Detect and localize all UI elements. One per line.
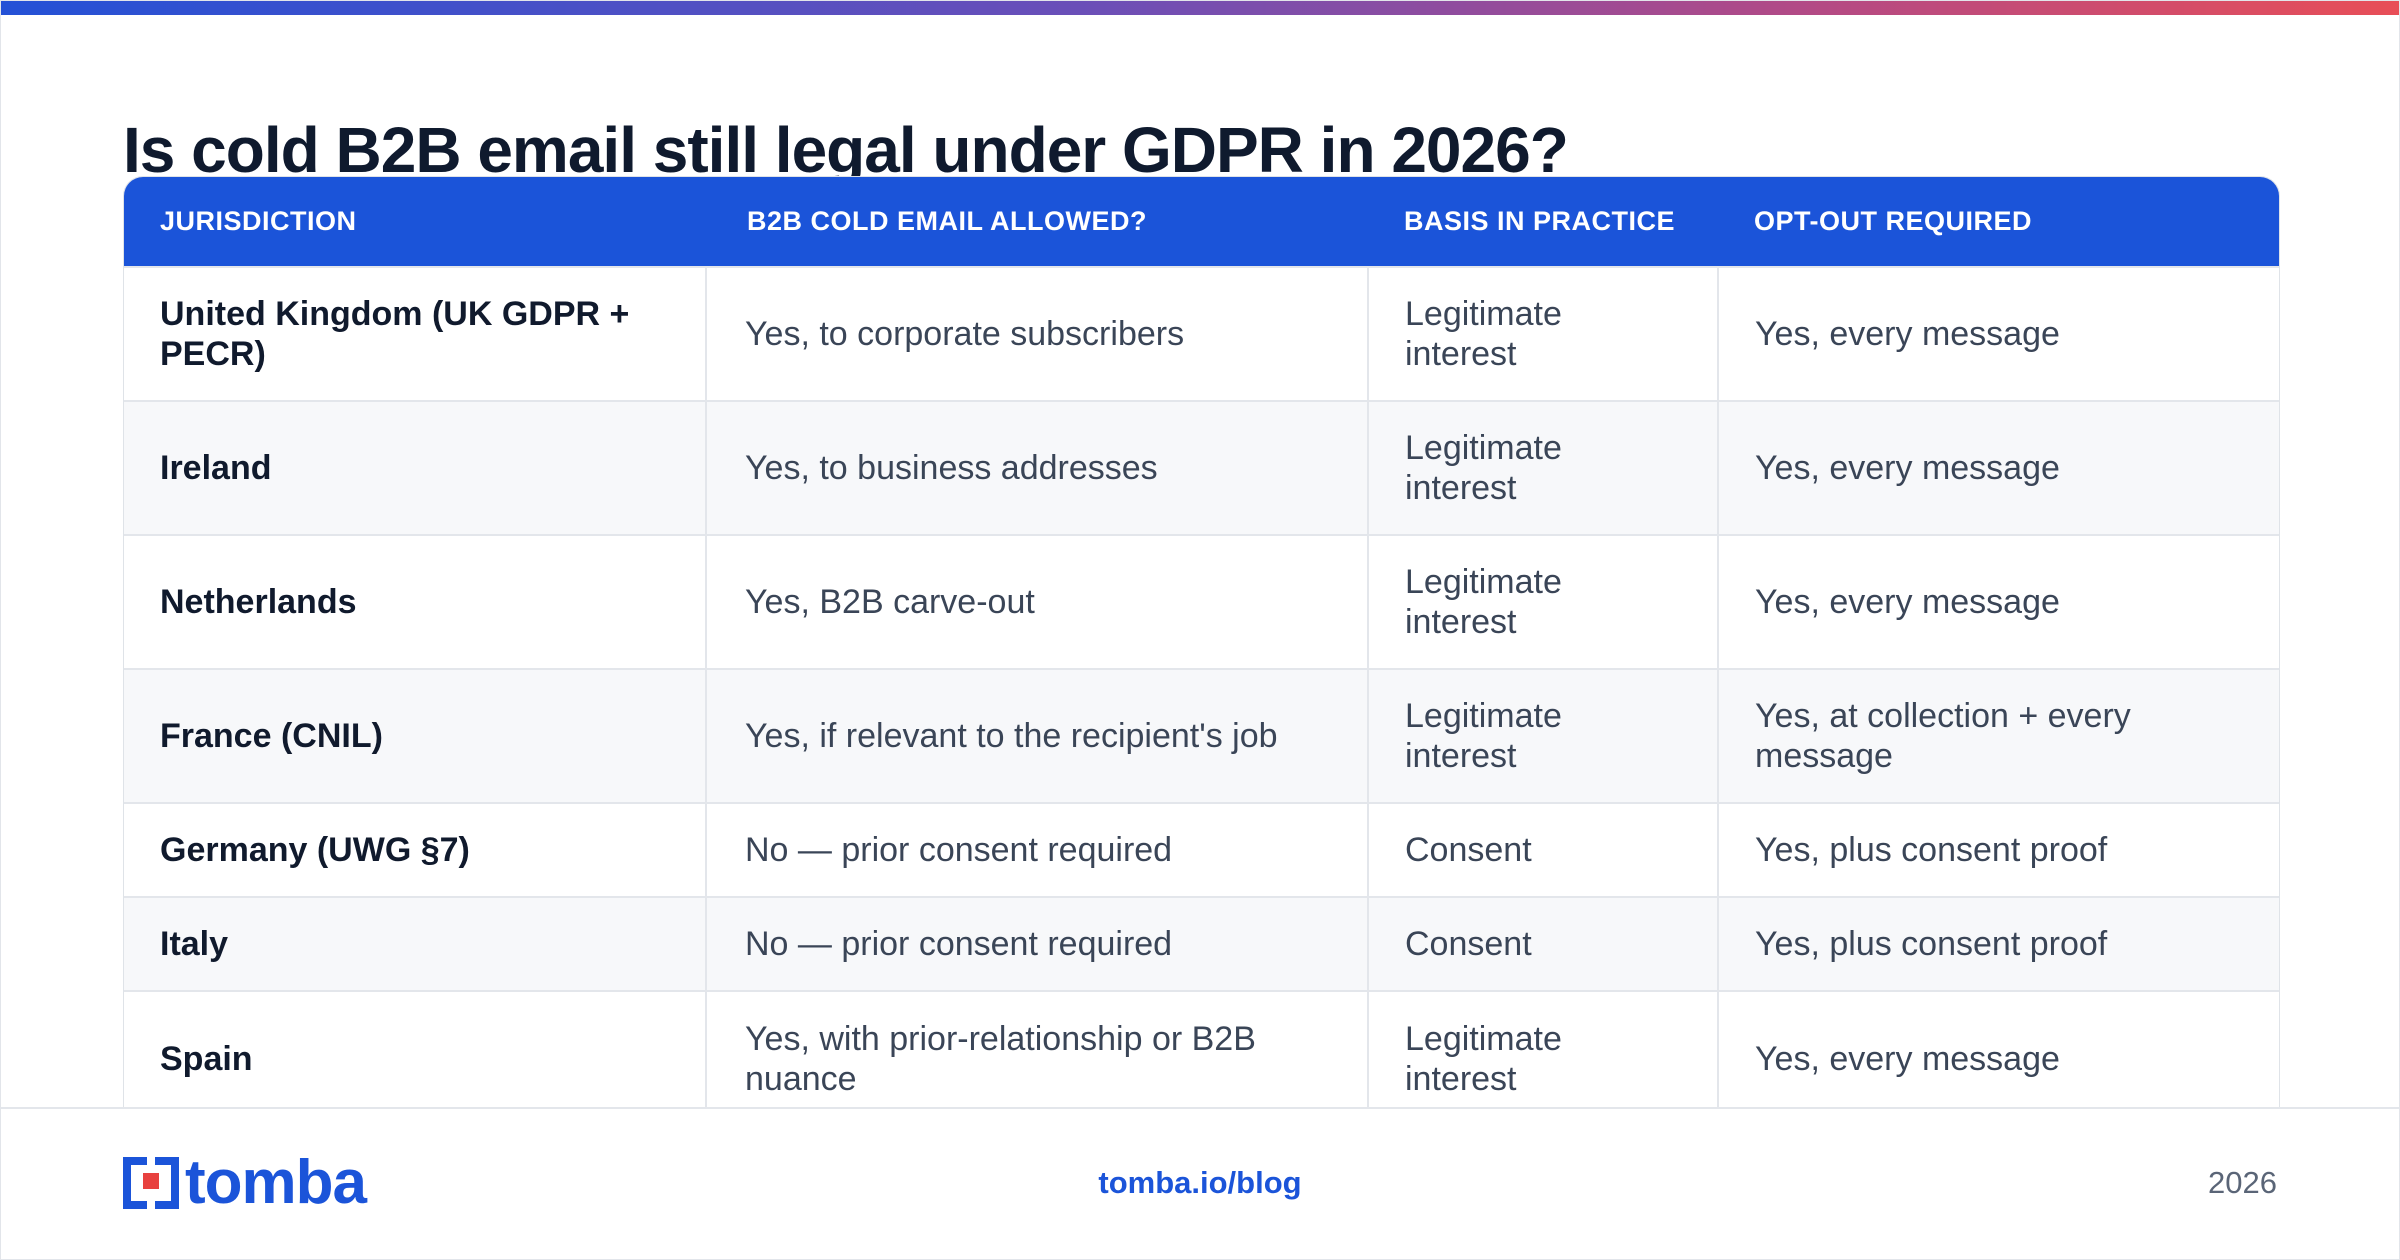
- jurisdiction-cell: Netherlands: [124, 534, 706, 669]
- opt-out-cell: Yes, plus consent proof: [1717, 896, 2279, 991]
- opt-out-cell: Yes, plus consent proof: [1717, 802, 2279, 897]
- table-row: Italy No — prior consent required Consen…: [124, 896, 2279, 991]
- basis-cell: Consent: [1367, 896, 1718, 991]
- jurisdiction-table: JURISDICTION B2B COLD EMAIL ALLOWED? BAS…: [123, 176, 2280, 1128]
- opt-out-cell: Yes, at collection + every message: [1717, 668, 2279, 803]
- table-row: Germany (UWG §7) No — prior consent requ…: [124, 802, 2279, 897]
- opt-out-cell: Yes, every message: [1717, 990, 2279, 1125]
- basis-cell: Legitimate interest: [1367, 266, 1718, 401]
- tomba-logo-icon: [123, 1157, 179, 1209]
- opt-out-cell: Yes, every message: [1717, 534, 2279, 669]
- allowed-cell: Yes, to corporate subscribers: [705, 266, 1368, 401]
- tomba-logo: tomba: [123, 1148, 367, 1217]
- basis-cell: Legitimate interest: [1367, 400, 1718, 535]
- basis-cell: Legitimate interest: [1367, 990, 1718, 1125]
- header-basis: BASIS IN PRACTICE: [1404, 206, 1676, 236]
- basis-cell: Legitimate interest: [1367, 668, 1718, 803]
- table-row: Spain Yes, with prior-relationship or B2…: [124, 990, 2279, 1125]
- allowed-cell: No — prior consent required: [705, 896, 1368, 991]
- footer-year: 2026: [2208, 1165, 2277, 1200]
- jurisdiction-cell: Spain: [124, 990, 706, 1125]
- allowed-cell: No — prior consent required: [705, 802, 1368, 897]
- allowed-cell: Yes, B2B carve-out: [705, 534, 1368, 669]
- table-row: United Kingdom (UK GDPR + PECR) Yes, to …: [124, 266, 2279, 401]
- top-gradient-bar: [1, 1, 2399, 15]
- header-jurisdiction: JURISDICTION: [160, 206, 357, 236]
- allowed-cell: Yes, with prior-relationship or B2B nuan…: [705, 990, 1368, 1125]
- footer-divider: [1, 1107, 2399, 1109]
- table-row: Netherlands Yes, B2B carve-out Legitimat…: [124, 534, 2279, 669]
- opt-out-cell: Yes, every message: [1717, 266, 2279, 401]
- header-allowed: B2B COLD EMAIL ALLOWED?: [747, 206, 1147, 236]
- opt-out-cell: Yes, every message: [1717, 400, 2279, 535]
- table-header-row: JURISDICTION B2B COLD EMAIL ALLOWED? BAS…: [124, 177, 2279, 267]
- footer: [1, 1109, 2399, 1259]
- jurisdiction-cell: Italy: [124, 896, 706, 991]
- basis-cell: Consent: [1367, 802, 1718, 897]
- jurisdiction-cell: France (CNIL): [124, 668, 706, 803]
- table-row: Ireland Yes, to business addresses Legit…: [124, 400, 2279, 535]
- allowed-cell: Yes, to business addresses: [705, 400, 1368, 535]
- basis-cell: Legitimate interest: [1367, 534, 1718, 669]
- table-row: France (CNIL) Yes, if relevant to the re…: [124, 668, 2279, 803]
- blog-link[interactable]: tomba.io/blog: [1098, 1165, 1302, 1200]
- page-title: Is cold B2B email still legal under GDPR…: [123, 114, 1568, 177]
- logo-wordmark: tomba: [185, 1148, 367, 1217]
- jurisdiction-cell: Germany (UWG §7): [124, 802, 706, 897]
- jurisdiction-cell: United Kingdom (UK GDPR + PECR): [124, 266, 706, 401]
- jurisdiction-cell: Ireland: [124, 400, 706, 535]
- header-opt-out: OPT-OUT REQUIRED: [1754, 206, 2033, 236]
- allowed-cell: Yes, if relevant to the recipient's job: [705, 668, 1368, 803]
